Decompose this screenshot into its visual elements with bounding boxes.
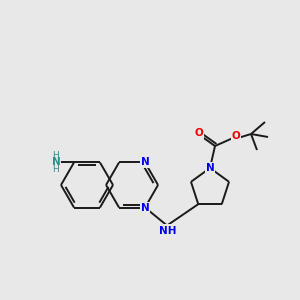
Text: O: O xyxy=(195,128,203,138)
Text: N: N xyxy=(52,158,60,167)
Text: N: N xyxy=(141,158,149,167)
Text: H: H xyxy=(52,151,59,160)
Text: N: N xyxy=(141,202,149,212)
Text: NH: NH xyxy=(159,226,177,236)
Text: H: H xyxy=(52,165,59,174)
Text: N: N xyxy=(206,163,214,173)
Text: O: O xyxy=(232,131,240,141)
